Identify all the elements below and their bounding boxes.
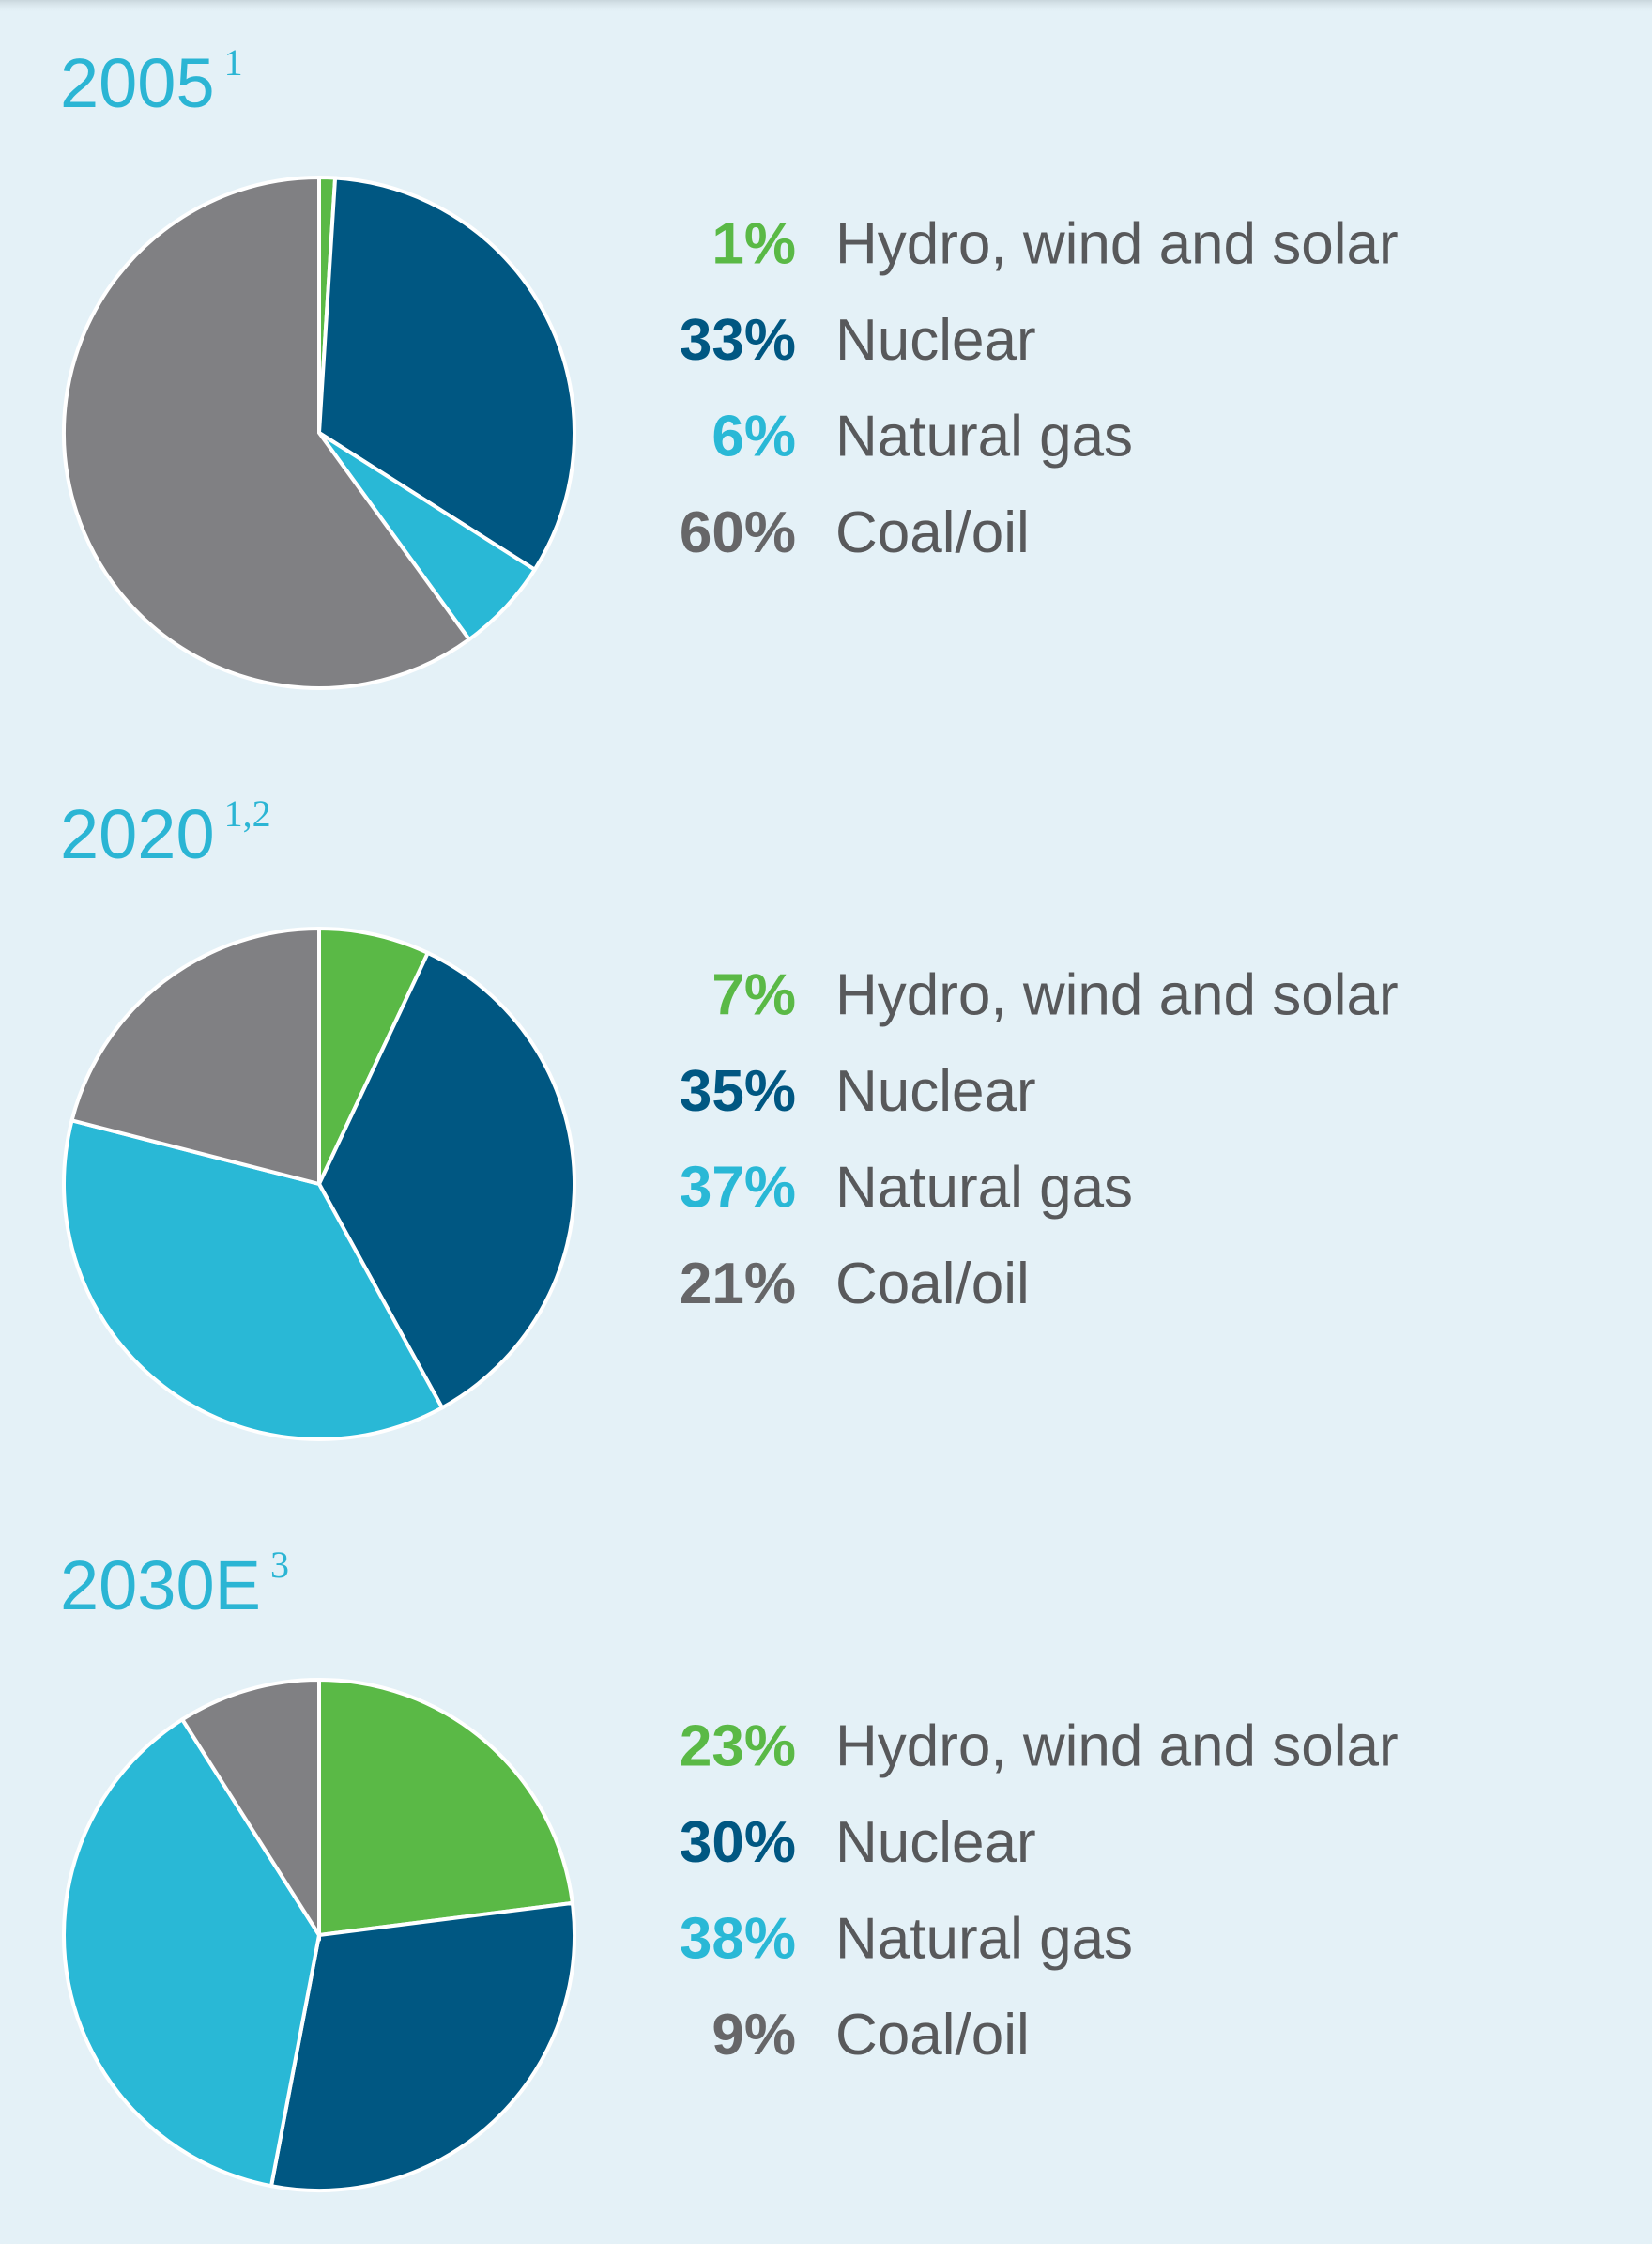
value-label: 30%: [680, 1810, 796, 1875]
legend-label: Coal/oil: [835, 1252, 1030, 1316]
value-label: 1%: [711, 211, 796, 276]
chart-title: 2005: [60, 44, 215, 122]
value-label: 7%: [711, 962, 796, 1027]
chart-title: 2020: [60, 795, 215, 873]
value-label: 23%: [680, 1714, 796, 1778]
value-label: 6%: [711, 404, 796, 469]
pie-slice: [317, 926, 431, 1185]
legend-label: Natural gas: [835, 1155, 1133, 1220]
value-label: 33%: [680, 308, 796, 373]
value-label: 60%: [680, 500, 796, 565]
title-footnote: 1: [224, 41, 243, 84]
value-label: 9%: [711, 2003, 796, 2067]
chart-title: 2030E: [60, 1546, 261, 1624]
legend-label: Nuclear: [835, 1810, 1036, 1875]
pie-slice: [69, 926, 321, 1187]
value-label: 37%: [680, 1155, 796, 1220]
pie-slice: [317, 1677, 575, 1938]
pie-slice: [62, 1117, 445, 1441]
pie-slice: [179, 1677, 321, 1942]
legend-label: Coal/oil: [835, 500, 1030, 565]
title-footnote: 3: [270, 1544, 289, 1586]
legend-label: Nuclear: [835, 308, 1036, 373]
pie-slice: [268, 1900, 576, 2192]
value-label: 38%: [680, 1906, 796, 1971]
legend-label: Nuclear: [835, 1059, 1036, 1124]
legend-label: Natural gas: [835, 1906, 1133, 1971]
legend-label: Hydro, wind and solar: [835, 211, 1399, 276]
legend-label: Hydro, wind and solar: [835, 962, 1399, 1027]
pie-slice: [316, 950, 576, 1411]
legend-label: Coal/oil: [835, 2003, 1030, 2067]
legend-label: Hydro, wind and solar: [835, 1714, 1399, 1778]
legend-label: Natural gas: [835, 404, 1133, 469]
value-label: 35%: [680, 1059, 796, 1124]
top-shade: [0, 0, 1652, 13]
value-label: 21%: [680, 1252, 796, 1316]
title-footnote: 1,2: [224, 792, 271, 835]
pie-slice: [62, 175, 472, 690]
